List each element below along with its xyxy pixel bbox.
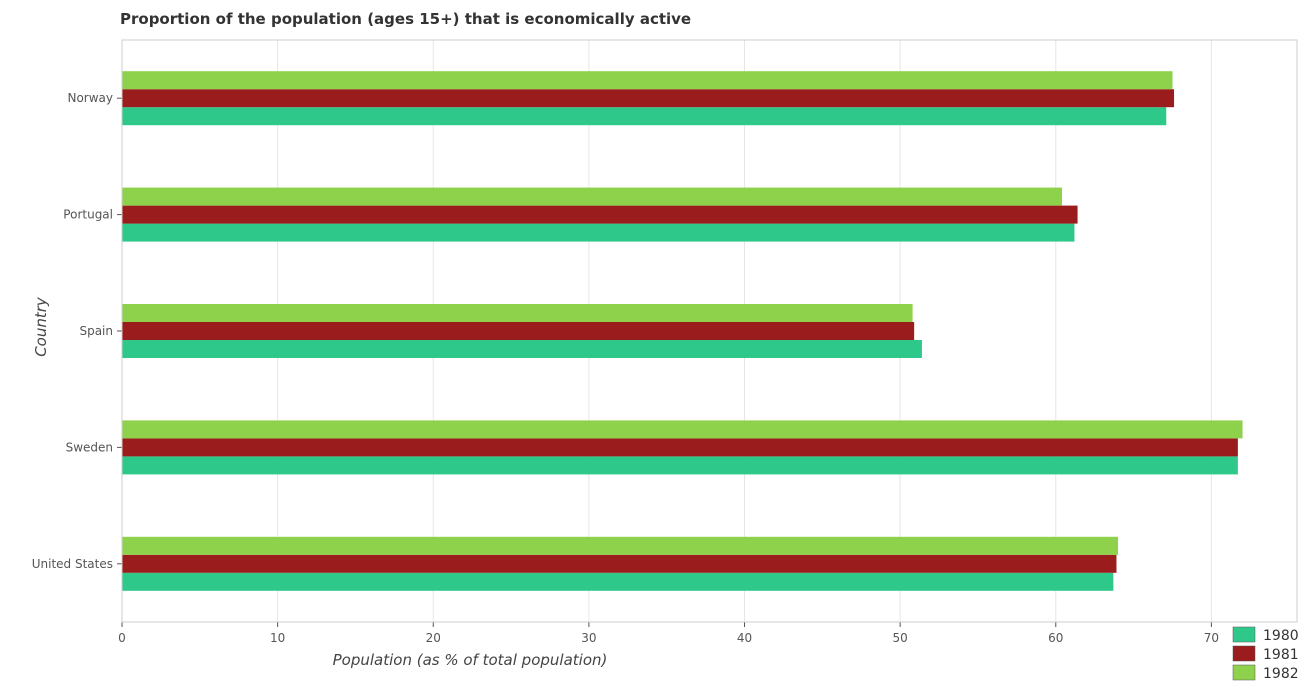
legend: 1980 1981 1982 [1232,626,1299,682]
bar-united-states-1981 [122,554,1117,573]
bar-sweden-1980 [122,456,1238,475]
x-tick-label: 20 [426,631,441,645]
legend-swatch [1232,626,1256,643]
x-tick-label: 70 [1204,631,1219,645]
legend-label: 1980 [1263,628,1299,644]
y-tick-label: Norway [67,91,113,105]
bar-portugal-1981 [122,205,1078,224]
bars [122,71,1243,591]
bar-spain-1980 [122,340,922,358]
bar-united-states-1980 [122,572,1114,591]
bar-norway-1982 [122,71,1173,90]
legend-label: 1982 [1263,666,1299,682]
y-tick-label: Sweden [66,440,113,454]
x-tick-label: 40 [737,631,752,645]
bar-sweden-1981 [122,438,1238,457]
y-axis-title: Country [32,296,50,357]
x-axis-title: Population (as % of total population) [333,651,608,669]
bar-spain-1981 [122,322,915,340]
plot-frame [121,39,1298,623]
x-tick-label: 30 [581,631,596,645]
legend-swatch [1232,645,1256,662]
bar-portugal-1980 [122,223,1075,242]
bar-spain-1982 [122,304,913,322]
legend-swatch [1232,664,1256,681]
x-axis-ticks: 0 10 20 30 40 50 60 70 [118,622,1219,645]
bar-norway-1980 [122,107,1167,126]
y-tick-label: Portugal [63,208,113,222]
y-axis-ticks: Norway Portugal Spain Sweden United States [32,91,122,571]
bar-sweden-1982 [122,420,1243,439]
y-tick-label: Spain [79,324,113,338]
legend-label: 1981 [1263,647,1299,663]
x-tick-label: 60 [1048,631,1063,645]
bar-norway-1981 [122,89,1175,108]
y-tick-label: United States [32,557,113,571]
chart-title: Proportion of the population (ages 15+) … [120,10,691,28]
x-tick-label: 50 [893,631,908,645]
bar-united-states-1982 [122,536,1119,555]
x-tick-label: 0 [118,631,126,645]
bar-portugal-1982 [122,187,1062,206]
x-tick-label: 10 [270,631,285,645]
